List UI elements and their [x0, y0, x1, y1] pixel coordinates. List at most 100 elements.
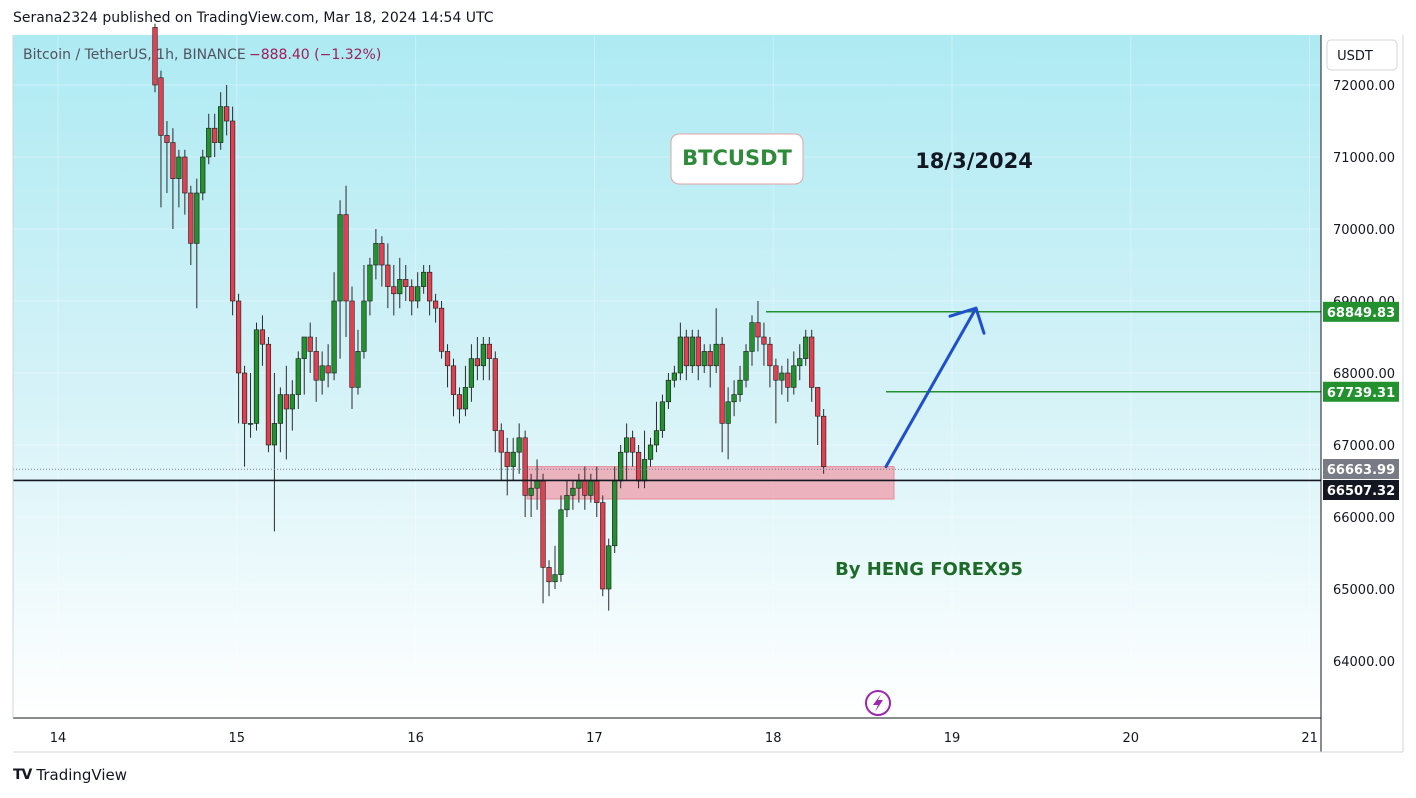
candle-body [755, 322, 761, 338]
candle-body [462, 387, 469, 410]
candle [164, 121, 170, 193]
y-tick-label: 68000.00 [1333, 367, 1395, 382]
x-tick-label: 21 [1301, 731, 1318, 746]
candle [361, 265, 367, 359]
candle-body [647, 444, 654, 460]
candle [170, 128, 176, 229]
candle [516, 423, 522, 474]
candle-body [259, 329, 266, 345]
price-tag-label: 66507.32 [1327, 484, 1395, 499]
candle-body [570, 487, 576, 496]
candle-body [456, 394, 463, 410]
candle-body [373, 243, 379, 266]
candle-body [379, 243, 385, 266]
candle-body [552, 574, 558, 583]
candle-body [540, 480, 546, 568]
candle [224, 85, 230, 136]
candle-body [797, 358, 803, 367]
candle-body [528, 487, 534, 496]
candle [779, 365, 785, 395]
candle-body [367, 264, 373, 302]
support-zone-rect [526, 466, 895, 500]
candle [415, 272, 421, 309]
candle [791, 351, 797, 395]
candle-body [218, 106, 224, 143]
candle-body [582, 480, 588, 496]
lightning-icon[interactable] [865, 690, 891, 716]
candle-body [277, 394, 283, 424]
candle [653, 401, 660, 453]
candle [253, 322, 260, 431]
candle [755, 301, 761, 352]
candle-body [301, 336, 307, 359]
candle [421, 265, 427, 294]
y-axis-labels: 72000.0071000.0070000.0069000.0068000.00… [1333, 79, 1395, 670]
candle-body [809, 336, 815, 388]
y-tick-label: 71000.00 [1333, 151, 1395, 166]
arrow-head [948, 306, 986, 335]
support-zone [526, 466, 895, 500]
candle-body [725, 401, 731, 424]
candle [695, 329, 701, 381]
candle-body [152, 27, 158, 86]
candle-body [164, 135, 170, 143]
candle [504, 437, 510, 496]
candle-body [194, 192, 200, 244]
candle-body [421, 271, 427, 287]
candle [707, 344, 713, 388]
candle [564, 481, 570, 517]
candle-body [343, 214, 349, 302]
candle-body [415, 286, 421, 302]
candle [570, 481, 576, 510]
candle-body [385, 264, 391, 287]
candle [355, 329, 361, 395]
btcusdt-label-box: BTCUSDT [670, 133, 804, 185]
candle [247, 373, 254, 438]
candle [206, 113, 212, 165]
candle-body [677, 336, 683, 374]
price-lines [13, 311, 1321, 482]
y-tick-label: 70000.00 [1333, 223, 1395, 238]
candle-body [659, 401, 666, 431]
candle-body [821, 415, 827, 467]
candle [230, 106, 236, 316]
x-tick-label: 17 [586, 731, 603, 746]
candle-body [534, 480, 540, 489]
candle [259, 315, 266, 366]
candle [295, 351, 301, 409]
candle-body [438, 307, 445, 352]
currency-button[interactable]: USDT [1326, 39, 1398, 71]
candle-body [516, 437, 522, 453]
candle-body [618, 451, 624, 482]
candle [409, 279, 415, 316]
candle [629, 430, 636, 467]
candle [367, 257, 373, 316]
candle [397, 257, 403, 309]
candle [271, 373, 278, 532]
x-tick-label: 18 [765, 731, 782, 746]
candle-body [731, 394, 737, 403]
y-tick-label: 67000.00 [1333, 439, 1395, 454]
candle-body [468, 358, 475, 388]
candle-body [337, 214, 343, 302]
candle-body [713, 343, 719, 367]
candle-body [265, 343, 272, 446]
tradingview-brand[interactable]: TV TradingView [13, 766, 127, 784]
candle-body [785, 372, 791, 388]
candle-body [361, 300, 367, 352]
candle-body [349, 300, 355, 388]
candle [379, 236, 385, 287]
candle [647, 437, 654, 467]
candle-body [671, 372, 677, 381]
candle-body [498, 430, 504, 453]
publisher-line: Serana2324 published on TradingView.com,… [13, 10, 494, 26]
y-tick-label: 65000.00 [1333, 583, 1395, 598]
candle [176, 149, 182, 208]
candle-body [576, 480, 582, 489]
candle [600, 495, 606, 597]
candle-body [612, 480, 618, 547]
candle-body [665, 379, 672, 403]
btcusdt-label: BTCUSDT [682, 146, 792, 170]
candle [725, 387, 731, 460]
